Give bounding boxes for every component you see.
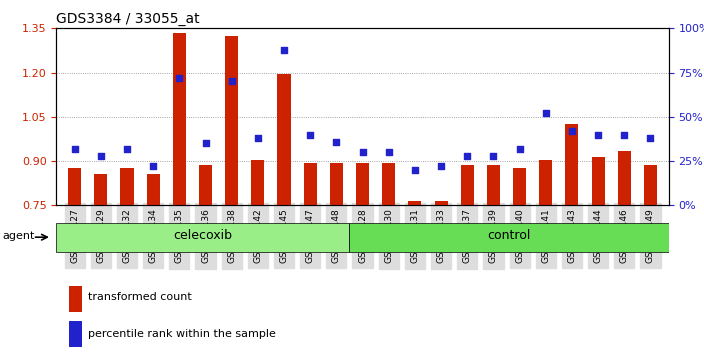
Bar [434, 201, 448, 354]
FancyBboxPatch shape [56, 223, 349, 251]
Bar [460, 166, 474, 354]
Point [278, 47, 289, 52]
Bar [487, 166, 500, 354]
Bar [120, 169, 134, 354]
Bar [539, 160, 553, 354]
Point [540, 110, 551, 116]
Point [252, 135, 263, 141]
Point [593, 132, 604, 137]
Bar [199, 166, 212, 354]
Bar [225, 36, 238, 354]
Bar [513, 169, 526, 354]
Bar [68, 321, 82, 348]
Text: transformed count: transformed count [88, 292, 192, 302]
Point [514, 146, 525, 152]
Bar [356, 162, 369, 354]
Bar [565, 124, 579, 354]
Point [305, 132, 316, 137]
Text: celecoxib: celecoxib [173, 229, 232, 242]
Point [357, 149, 368, 155]
Point [69, 146, 80, 152]
Point [462, 153, 473, 159]
Bar [251, 160, 265, 354]
Bar [303, 162, 317, 354]
Bar [68, 169, 81, 354]
Point [619, 132, 630, 137]
Text: GDS3384 / 33055_at: GDS3384 / 33055_at [56, 12, 200, 26]
Point [200, 141, 211, 146]
Point [95, 153, 106, 159]
Point [148, 164, 159, 169]
Point [645, 135, 656, 141]
Text: percentile rank within the sample: percentile rank within the sample [88, 329, 276, 339]
Bar [330, 162, 343, 354]
Bar [146, 175, 160, 354]
Point [383, 149, 394, 155]
Point [566, 128, 577, 134]
Point [226, 79, 237, 84]
FancyBboxPatch shape [349, 223, 669, 251]
Text: agent: agent [3, 230, 35, 241]
Bar [94, 175, 107, 354]
Bar [172, 33, 186, 354]
Point [331, 139, 342, 144]
Bar [644, 166, 657, 354]
Point [436, 164, 447, 169]
Point [409, 167, 420, 173]
Bar [617, 151, 631, 354]
Bar [591, 157, 605, 354]
Point [121, 146, 132, 152]
Text: control: control [487, 229, 531, 242]
Bar [382, 162, 395, 354]
Point [174, 75, 185, 81]
Bar [68, 286, 82, 312]
Bar [408, 201, 422, 354]
Point [488, 153, 499, 159]
Bar [277, 74, 291, 354]
